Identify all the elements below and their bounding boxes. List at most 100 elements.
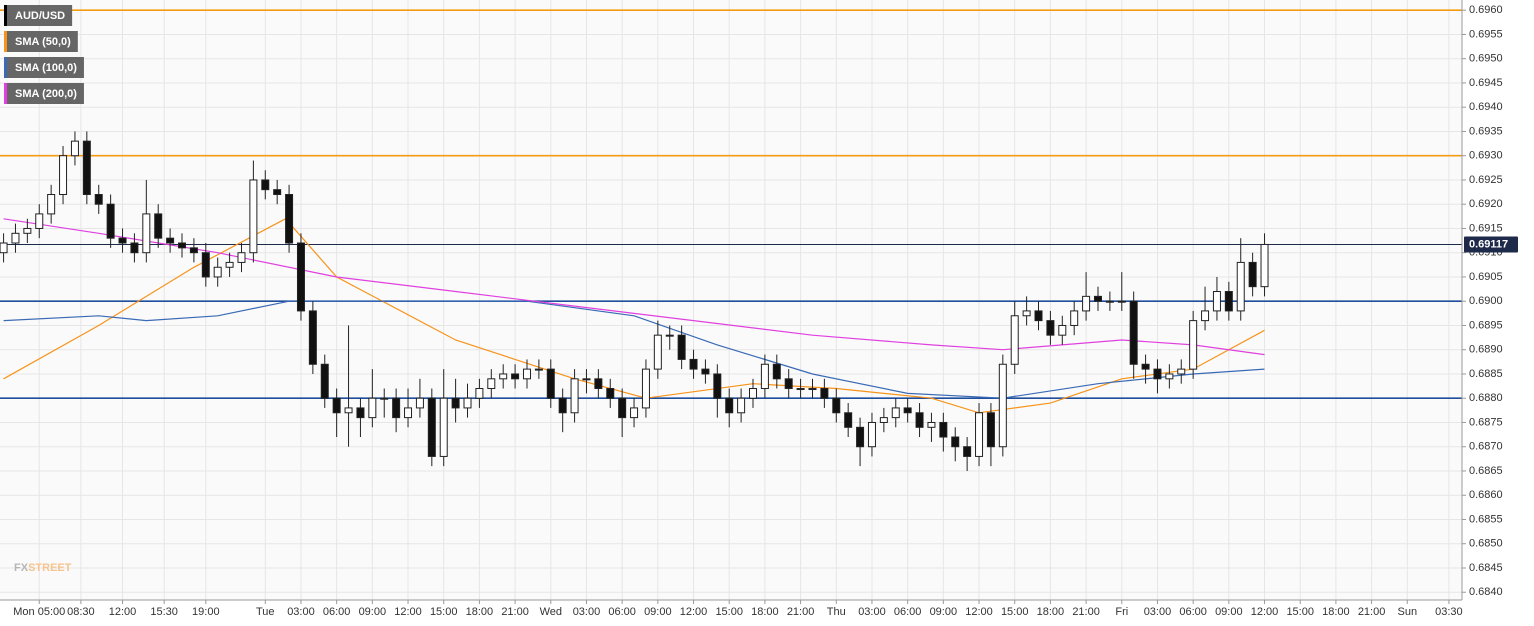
y-tick-label: 0.6845: [1469, 562, 1503, 574]
candle-body: [427, 397, 436, 457]
sma-line: [3, 218, 1265, 414]
candle-body: [344, 407, 353, 414]
candle-body: [380, 397, 389, 400]
x-tick-label: 09:00: [930, 606, 958, 618]
x-tick-label: Tue: [256, 606, 275, 618]
candle-body: [1212, 291, 1221, 312]
y-tick-label: 0.6855: [1469, 513, 1503, 525]
candle-body: [106, 203, 115, 239]
candle-body: [261, 179, 270, 191]
candle-body: [879, 417, 888, 423]
legend-box: [4, 31, 78, 52]
candle-body: [725, 397, 734, 414]
x-tick-label: 18:00: [466, 606, 494, 618]
candle-body: [951, 436, 960, 448]
candle-body: [677, 334, 686, 360]
candle-body: [927, 421, 936, 428]
candle-body: [0, 242, 8, 254]
x-tick-label: 12:00: [965, 606, 993, 618]
y-tick-label: 0.6875: [1469, 416, 1503, 428]
candle-body: [1236, 261, 1245, 312]
candle-body: [760, 363, 769, 390]
x-tick-label: 06:00: [894, 606, 922, 618]
last-price-box: [1464, 236, 1518, 253]
candle-body: [582, 378, 591, 381]
candle-body: [1260, 243, 1269, 288]
candle-body: [308, 310, 317, 365]
candle-body: [891, 407, 900, 419]
x-tick-label: Wed: [540, 606, 562, 618]
y-tick-label: 0.6860: [1469, 489, 1503, 501]
candle-body: [653, 334, 662, 370]
candle-body: [463, 397, 472, 409]
y-tick-label: 0.6955: [1469, 28, 1503, 40]
x-tick-label: 03:00: [287, 606, 315, 618]
candle-body: [784, 378, 793, 390]
y-tick-label: 0.6850: [1469, 538, 1503, 550]
candle-body: [118, 237, 127, 244]
candle-body: [796, 388, 805, 391]
x-tick-label: 12:00: [1251, 606, 1279, 618]
candle-body: [963, 446, 972, 457]
candle-body: [511, 373, 520, 380]
x-tick-label: 12:00: [394, 606, 422, 618]
candle-body: [832, 397, 841, 414]
candle-body: [1034, 310, 1043, 322]
candle-body: [296, 242, 305, 312]
candle-body: [534, 368, 543, 371]
candle-body: [94, 194, 103, 205]
candle-body: [1046, 320, 1055, 336]
candle-body: [1129, 300, 1138, 365]
candle-body: [154, 213, 163, 239]
candle-body: [332, 397, 341, 414]
x-tick-label: 21:00: [1358, 606, 1386, 618]
y-tick-label: 0.6920: [1469, 198, 1503, 210]
candle-body: [213, 266, 222, 278]
legend-swatch: [4, 83, 7, 104]
candle-body: [82, 140, 91, 196]
y-tick-label: 0.6905: [1469, 271, 1503, 283]
candle-body: [249, 179, 258, 254]
y-tick-label: 0.6945: [1469, 77, 1503, 89]
candle-body: [713, 373, 722, 399]
x-tick-label: 09:00: [359, 606, 387, 618]
candle-body: [273, 189, 282, 196]
candle-body: [356, 407, 365, 419]
x-tick-label: Mon 05:00: [13, 606, 65, 618]
candle-body: [737, 397, 746, 414]
candle-body: [665, 334, 674, 337]
x-tick-label: 09:00: [1215, 606, 1243, 618]
candle-body: [1105, 300, 1114, 303]
x-tick-label: 03:30: [1435, 606, 1463, 618]
candle-body: [570, 378, 579, 414]
x-tick-label: 15:00: [1001, 606, 1029, 618]
legend-box: [4, 57, 84, 78]
candle-body: [522, 368, 531, 380]
candle-body: [1010, 315, 1019, 365]
candle-body: [201, 252, 210, 278]
candle-body: [285, 194, 294, 244]
candle-body: [1082, 295, 1091, 312]
legend-swatch: [4, 31, 7, 52]
candle-body: [618, 397, 627, 419]
candle-body: [47, 194, 56, 215]
candle-body: [772, 363, 781, 380]
y-tick-label: 0.6870: [1469, 441, 1503, 453]
y-tick-label: 0.6960: [1469, 4, 1503, 16]
candle-body: [808, 388, 817, 391]
candle-body: [320, 363, 329, 399]
candle-body: [986, 412, 995, 448]
candle-body: [1058, 324, 1067, 336]
x-tick-label: 15:30: [150, 606, 178, 618]
legend-label: AUD/USD: [15, 10, 65, 22]
candle-body: [749, 388, 758, 399]
candle-body: [1070, 310, 1079, 326]
y-tick-label: 0.6890: [1469, 344, 1503, 356]
x-tick-label: 08:30: [67, 606, 95, 618]
x-tick-label: 18:00: [751, 606, 779, 618]
x-tick-label: 15:00: [1286, 606, 1314, 618]
candle-body: [225, 261, 234, 268]
candle-body: [130, 242, 139, 254]
x-tick-label: Fri: [1115, 606, 1128, 618]
